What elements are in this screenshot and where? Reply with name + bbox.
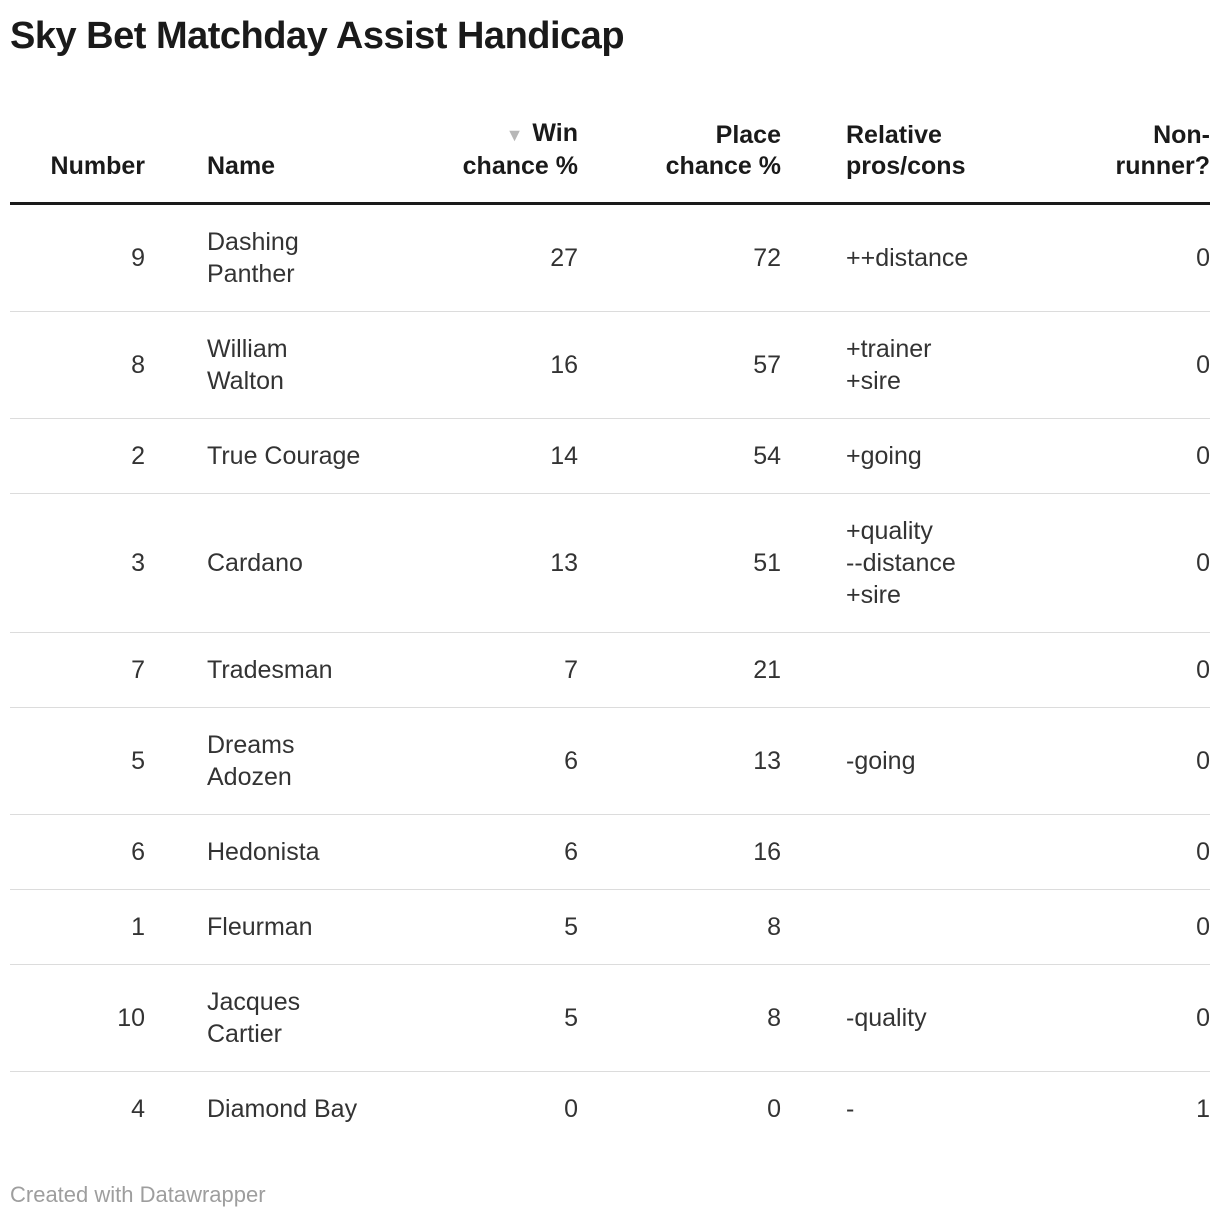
cell-name: Hedonista (145, 814, 395, 890)
cell-place: 51 (578, 493, 781, 633)
cell-win: 6 (395, 814, 578, 890)
cell-pros (781, 632, 1000, 708)
column-header-number[interactable]: Number (10, 118, 145, 205)
cell-nonrunner: 1 (1196, 1095, 1210, 1123)
cell-name: Dashing Panther (145, 203, 395, 312)
cell-win: 5 (395, 964, 578, 1072)
attribution-link[interactable]: Created with Datawrapper (10, 1182, 266, 1207)
cell-pros: -going (781, 707, 1000, 815)
cell-place: 57 (578, 311, 781, 419)
cell-place: 72 (578, 203, 781, 312)
cell-win: 6 (395, 707, 578, 815)
cell-nonrunner: 0 (1000, 203, 1210, 312)
cell-nonrunner: 0 (1000, 311, 1210, 419)
cell-place: 16 (578, 814, 781, 890)
column-header-label: chance % (462, 152, 578, 180)
column-header-label: Relative (846, 121, 942, 149)
cell-pros: -quality (781, 964, 1000, 1072)
cell-name: William Walton (145, 311, 395, 419)
cell-win: 13 (395, 493, 578, 633)
cell-nonrunner: 0 (1000, 889, 1210, 965)
column-header-label: Name (207, 152, 276, 180)
cell-nonrunner: 0 (1000, 493, 1210, 633)
cell-place: 8 (578, 889, 781, 965)
column-header-label: chance % (665, 152, 781, 180)
cell-name: Dreams Adozen (145, 707, 395, 815)
column-header-label: ▼ Win (505, 119, 578, 147)
column-header-win[interactable]: ▼ Win chance % (395, 118, 578, 205)
cell-win: 14 (395, 418, 578, 494)
column-header-label: pros/cons (846, 152, 966, 180)
column-header-label: Place (715, 121, 781, 149)
column-header-label: Number (50, 152, 145, 180)
column-header-name[interactable]: Name (145, 118, 395, 205)
cell-nonrunner: 0 (1000, 632, 1210, 708)
cell-nonrunner: 0 (1000, 814, 1210, 890)
cell-number: 9 (10, 203, 145, 312)
cell-win: 7 (395, 632, 578, 708)
cell-number: 10 (10, 964, 145, 1072)
cell-nonrunner: 0 (1000, 964, 1210, 1072)
cell-pros: +quality --distance +sire (781, 493, 1000, 633)
cell-pros (781, 889, 1000, 965)
cell-win: 27 (395, 203, 578, 312)
cell-name: Jacques Cartier (145, 964, 395, 1072)
table-row: 2 True Courage 14 54 +going 0 (10, 418, 1210, 494)
cell-place: 0 (767, 1095, 781, 1123)
cell-pros: +going (781, 418, 1000, 494)
table-row: 7 Tradesman 7 21 0 (10, 632, 1210, 708)
cell-win: 16 (395, 311, 578, 419)
handicap-table: Number Name ▼ Win chance % Place chance % Rela… (10, 118, 1210, 1146)
table-row: 8 William Walton 16 57 +trainer +sire 0 (10, 311, 1210, 419)
cell-name: Cardano (145, 493, 395, 633)
table-row: 10 Jacques Cartier 5 8 -quality 0 (10, 964, 1210, 1072)
header-row: Number Name ▼ Win chance % Place chance % Rela… (10, 118, 1210, 205)
cell-number: 2 (10, 418, 145, 494)
cell-number: 4 (131, 1095, 145, 1123)
cell-place: 8 (578, 964, 781, 1072)
cell-number: 8 (10, 311, 145, 419)
cell-place: 21 (578, 632, 781, 708)
cell-pros: - (846, 1095, 855, 1123)
column-header-place[interactable]: Place chance % (578, 118, 781, 205)
cell-name: True Courage (145, 418, 395, 494)
page-title: Sky Bet Matchday Assist Handicap (10, 15, 625, 57)
cell-number: 5 (10, 707, 145, 815)
table-row: 3 Cardano 13 51 +quality --distance +sire 0 (10, 493, 1210, 633)
cell-number: 1 (10, 889, 145, 965)
column-header-label: runner? (1115, 152, 1210, 180)
cell-win: 0 (564, 1095, 578, 1123)
table-row: 6 Hedonista 6 16 0 (10, 814, 1210, 890)
cell-win: 5 (395, 889, 578, 965)
cell-number: 3 (10, 493, 145, 633)
cell-nonrunner: 0 (1000, 707, 1210, 815)
cell-pros: ++distance (781, 203, 1000, 312)
cell-number: 7 (10, 632, 145, 708)
cell-pros: +trainer +sire (781, 311, 1000, 419)
table-row: 4 Diamond Bay 0 0 - 1 (10, 1072, 1210, 1147)
sort-desc-icon: ▼ (505, 125, 533, 145)
cell-name: Diamond Bay (207, 1095, 358, 1123)
cell-number: 6 (10, 814, 145, 890)
cell-name: Tradesman (145, 632, 395, 708)
table-row: 9 Dashing Panther 27 72 ++distance 0 (10, 203, 1210, 312)
cell-nonrunner: 0 (1000, 418, 1210, 494)
table-body: 9 Dashing Panther 27 72 ++distance 0 8 William … (10, 203, 1210, 1147)
cell-place: 13 (578, 707, 781, 815)
cell-pros (781, 814, 1000, 890)
table-row: 1 Fleurman 5 8 0 (10, 889, 1210, 965)
table-row: 5 Dreams Adozen 6 13 -going 0 (10, 707, 1210, 815)
cell-name: Fleurman (145, 889, 395, 965)
cell-place: 54 (578, 418, 781, 494)
column-header-label: Non- (1153, 121, 1210, 149)
column-header-pros[interactable]: Relative pros/cons (781, 118, 1000, 205)
column-header-nonrunner[interactable]: Non-runner? (1000, 118, 1210, 205)
